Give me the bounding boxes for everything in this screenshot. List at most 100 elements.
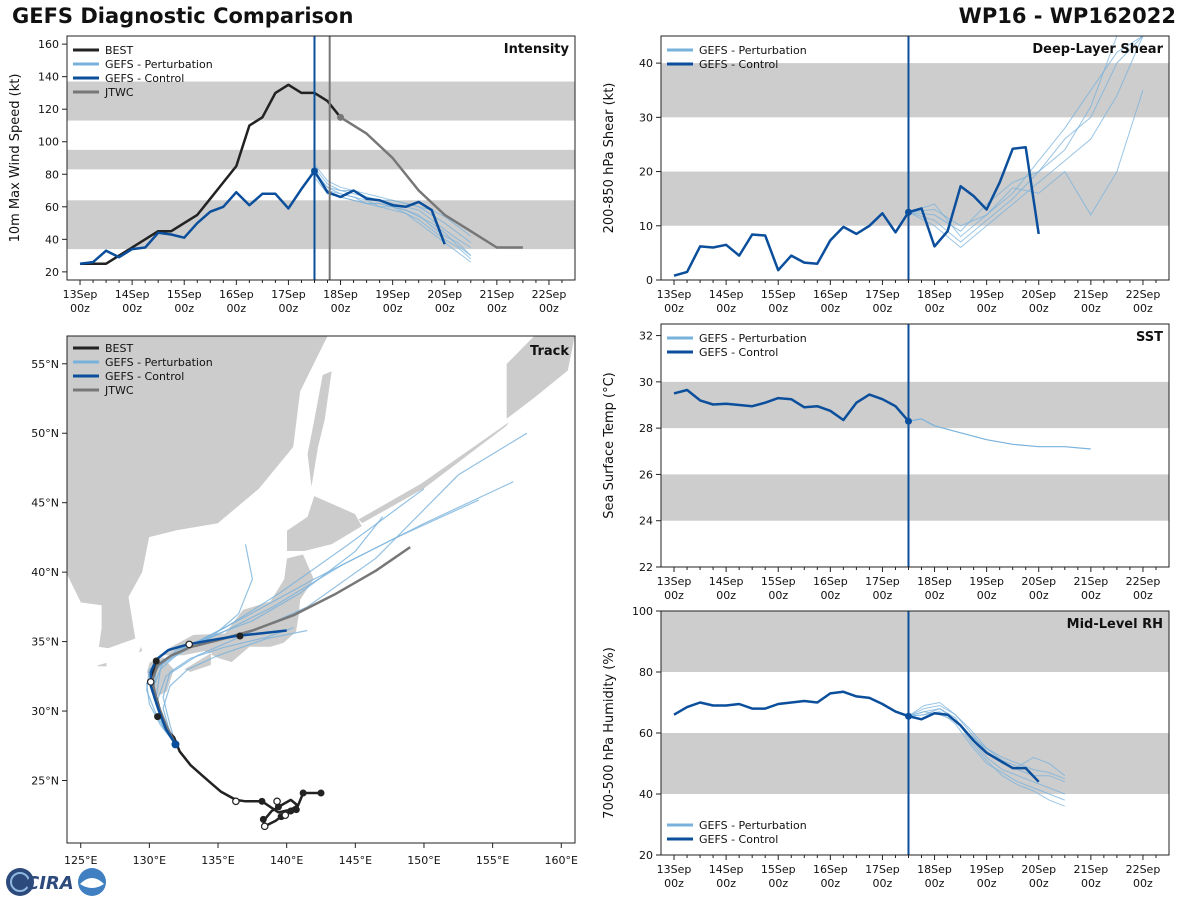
- intensity-init-marker: [310, 167, 318, 175]
- sst-xtick-label: 14Sep: [709, 575, 744, 588]
- shear-legend-label: GEFS - Control: [699, 58, 778, 71]
- intensity-series-1: [313, 91, 342, 119]
- panel-intensity: 2040608010012014016013Sep00z14Sep00z15Se…: [8, 35, 576, 315]
- shear-xtick-label: 00z: [664, 302, 684, 315]
- shear-xtick-label: 00z: [1133, 302, 1153, 315]
- rh-xtick-label: 20Sep: [1021, 863, 1056, 876]
- shear-ylabel: 200-850 hPa Shear (kt): [602, 83, 617, 234]
- track-title: Track: [530, 344, 569, 359]
- rh-xtick-label: 00z: [977, 877, 997, 890]
- intensity-plot-area: [79, 83, 523, 265]
- track-init-marker: [171, 740, 180, 749]
- sst-legend-label: GEFS - Control: [699, 346, 778, 359]
- intensity-band-2: [67, 81, 575, 121]
- sakhalin-island: [306, 370, 333, 489]
- sst-ytick-label: 32: [639, 330, 653, 343]
- intensity-legend-label: GEFS - Control: [105, 72, 184, 85]
- shear-xtick-label: 00z: [925, 302, 945, 315]
- shear-frame: [660, 35, 1170, 281]
- shear-xtick-label: 00z: [716, 302, 736, 315]
- sst-xtick-label: 00z: [925, 589, 945, 602]
- sst-ylabel: Sea Surface Temp (°C): [602, 372, 617, 519]
- shear-xtick-label: 18Sep: [917, 288, 952, 301]
- sst-series-0: [673, 388, 910, 423]
- rh-xtick-label: 21Sep: [1073, 863, 1108, 876]
- rh-xtick-label: 16Sep: [813, 863, 848, 876]
- track-perturbation-member-7: [162, 629, 308, 745]
- shear-xtick-label: 00z: [977, 302, 997, 315]
- track-ytick-label: 35°N: [31, 636, 59, 649]
- rh-perturbation-member-4: [908, 701, 1066, 777]
- kuril-islands: [357, 420, 511, 524]
- track-xtick-label: 145°E: [339, 854, 372, 867]
- shear-xtick-label: 17Sep: [865, 288, 900, 301]
- best-track-marker: [299, 789, 307, 797]
- asia-mainland: [67, 336, 329, 649]
- best-track-marker: [185, 640, 193, 649]
- best-track-marker: [154, 713, 162, 721]
- track-xtick-label: 155°E: [476, 854, 509, 867]
- rh-band-0: [661, 733, 1169, 794]
- cira-logo: CIRA: [6, 868, 106, 896]
- rh-init-marker: [904, 712, 912, 720]
- panel-rh: 2040608010013Sep00z14Sep00z15Sep00z16Sep…: [602, 605, 1170, 890]
- shear-init-marker: [904, 208, 912, 216]
- shear-series-0: [673, 145, 1040, 277]
- honshu-island: [162, 553, 315, 663]
- best-track-marker: [292, 806, 300, 814]
- shear-xtick-label: 20Sep: [1021, 288, 1056, 301]
- sst-xtick-label: 00z: [1133, 589, 1153, 602]
- sst-title: SST: [1136, 330, 1163, 345]
- intensity-band-1: [67, 149, 575, 170]
- figure-title: GEFS Diagnostic Comparison: [12, 4, 354, 28]
- sst-xtick-label: 17Sep: [865, 575, 900, 588]
- sst-xtick-label: 18Sep: [917, 575, 952, 588]
- track-frame: [66, 335, 576, 844]
- intensity-xtick-label: 00z: [122, 302, 142, 315]
- track-xtick-label: 135°E: [201, 854, 234, 867]
- rh-ylabel: 700-500 hPa Humidity (%): [602, 647, 617, 819]
- sst-xtick-label: 00z: [768, 589, 788, 602]
- sst-ytick-label: 30: [639, 376, 653, 389]
- track-map-area: [67, 336, 575, 831]
- intensity-xtick-label: 00z: [279, 302, 299, 315]
- rh-legend-label: GEFS - Perturbation: [699, 819, 807, 832]
- intensity-legend-label: BEST: [105, 44, 133, 57]
- best-track-marker: [273, 797, 281, 806]
- track-xtick-label: 130°E: [133, 854, 166, 867]
- kamchatka-peninsula: [506, 336, 575, 420]
- track-ytick-label: 45°N: [31, 497, 59, 510]
- sst-init-marker: [904, 417, 912, 425]
- track-ytick-label: 50°N: [31, 427, 59, 440]
- track-ytick-label: 30°N: [31, 705, 59, 718]
- sst-frame: [660, 323, 1170, 568]
- best-track-marker: [259, 815, 267, 823]
- intensity-xtick-label: 14Sep: [115, 288, 150, 301]
- shear-perturbation-member-2: [908, 36, 1144, 232]
- best-track-marker: [281, 811, 290, 820]
- sst-xtick-label: 20Sep: [1021, 575, 1056, 588]
- track-xtick-label: 125°E: [64, 854, 97, 867]
- shear-xtick-label: 16Sep: [813, 288, 848, 301]
- panel-track: 125°E 130°E 135°E 140°E 145°E 150°E 155°E 160°E…: [31, 335, 578, 867]
- intensity-ytick-label: 160: [38, 38, 59, 51]
- intensity-ytick-label: 80: [45, 168, 59, 181]
- jeju-island: [96, 662, 108, 667]
- shear-plot-area: [673, 36, 1144, 277]
- rh-ytick-label: 40: [639, 788, 653, 801]
- intensity-xtick-label: 00z: [383, 302, 403, 315]
- track-legend-label: GEFS - Perturbation: [105, 356, 213, 369]
- rh-xtick-label: 00z: [1081, 877, 1101, 890]
- intensity-series-0: [80, 83, 315, 265]
- rh-xtick-label: 14Sep: [709, 863, 744, 876]
- intensity-xtick-label: 19Sep: [375, 288, 410, 301]
- rh-xtick-label: 00z: [768, 877, 788, 890]
- rh-xtick-label: 00z: [1133, 877, 1153, 890]
- shear-xtick-label: 14Sep: [709, 288, 744, 301]
- sst-xtick-label: 22Sep: [1126, 575, 1161, 588]
- intensity-xtick-label: 18Sep: [323, 288, 358, 301]
- track-xtick-label: 140°E: [270, 854, 303, 867]
- rh-plot-area: [673, 690, 1066, 807]
- rh-xtick-label: 00z: [1029, 877, 1049, 890]
- track-legend-label: JTWC: [104, 384, 134, 397]
